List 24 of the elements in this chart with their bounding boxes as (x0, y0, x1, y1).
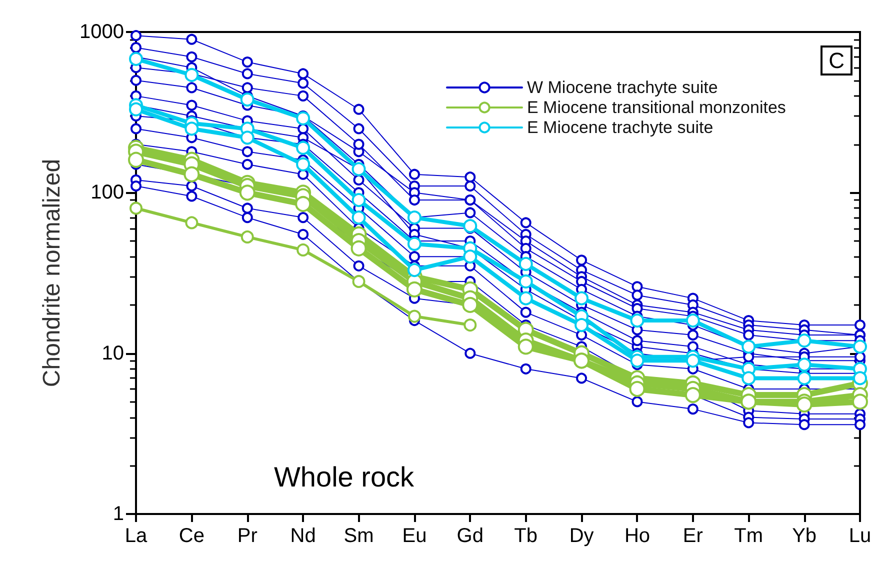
legend-label: E Miocene trachyte suite (527, 118, 714, 137)
annotation: Whole rock (274, 462, 416, 492)
x-tick-label: Dy (569, 525, 594, 547)
y-tick-label: 1000 (80, 21, 124, 43)
x-tick-label: Pr (237, 525, 258, 547)
x-tick-label: Ho (624, 525, 650, 547)
y-tick-label: 100 (90, 182, 124, 204)
x-tick-label: Ce (178, 525, 204, 547)
y-tick-label: 1 (112, 503, 124, 525)
x-tick-label: Nd (290, 525, 316, 547)
y-axis-title: Chondrite normalized (38, 158, 66, 388)
x-tick-label: Lu (848, 525, 872, 547)
x-tick-label: Er (682, 525, 704, 547)
legend-label: W Miocene trachyte suite (527, 78, 718, 97)
x-tick-label: Tb (514, 525, 538, 547)
x-tick-label: Gd (456, 525, 484, 547)
x-tick-label: La (124, 525, 148, 547)
x-tick-label: Eu (402, 525, 427, 547)
x-tick-label: Yb (792, 525, 817, 547)
x-tick-label: Sm (344, 525, 374, 547)
x-tick-label: Tm (734, 525, 764, 547)
annotation: C (828, 48, 845, 73)
legend-label: E Miocene transitional monzonites (527, 98, 786, 117)
y-tick-label: 10 (102, 342, 124, 364)
